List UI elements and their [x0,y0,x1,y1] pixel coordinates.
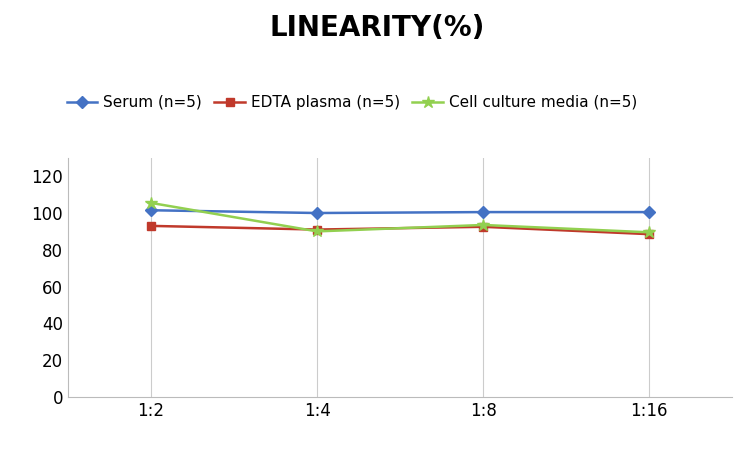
Serum (n=5) [313,210,322,216]
Line: EDTA plasma (n=5): EDTA plasma (n=5) [146,222,654,238]
Legend: Serum (n=5), EDTA plasma (n=5), Cell culture media (n=5): Serum (n=5), EDTA plasma (n=5), Cell cul… [60,89,643,116]
Cell culture media (n=5) [645,230,654,235]
EDTA plasma (n=5) [645,231,654,237]
Line: Serum (n=5): Serum (n=5) [146,206,654,217]
EDTA plasma (n=5) [313,227,322,232]
Serum (n=5) [479,209,488,215]
Serum (n=5) [146,207,156,213]
Cell culture media (n=5) [313,229,322,234]
Cell culture media (n=5) [146,200,156,206]
Serum (n=5) [645,209,654,215]
Cell culture media (n=5) [479,222,488,228]
Line: Cell culture media (n=5): Cell culture media (n=5) [145,197,655,239]
EDTA plasma (n=5) [479,224,488,230]
EDTA plasma (n=5) [146,223,156,229]
Text: LINEARITY(%): LINEARITY(%) [270,14,485,41]
